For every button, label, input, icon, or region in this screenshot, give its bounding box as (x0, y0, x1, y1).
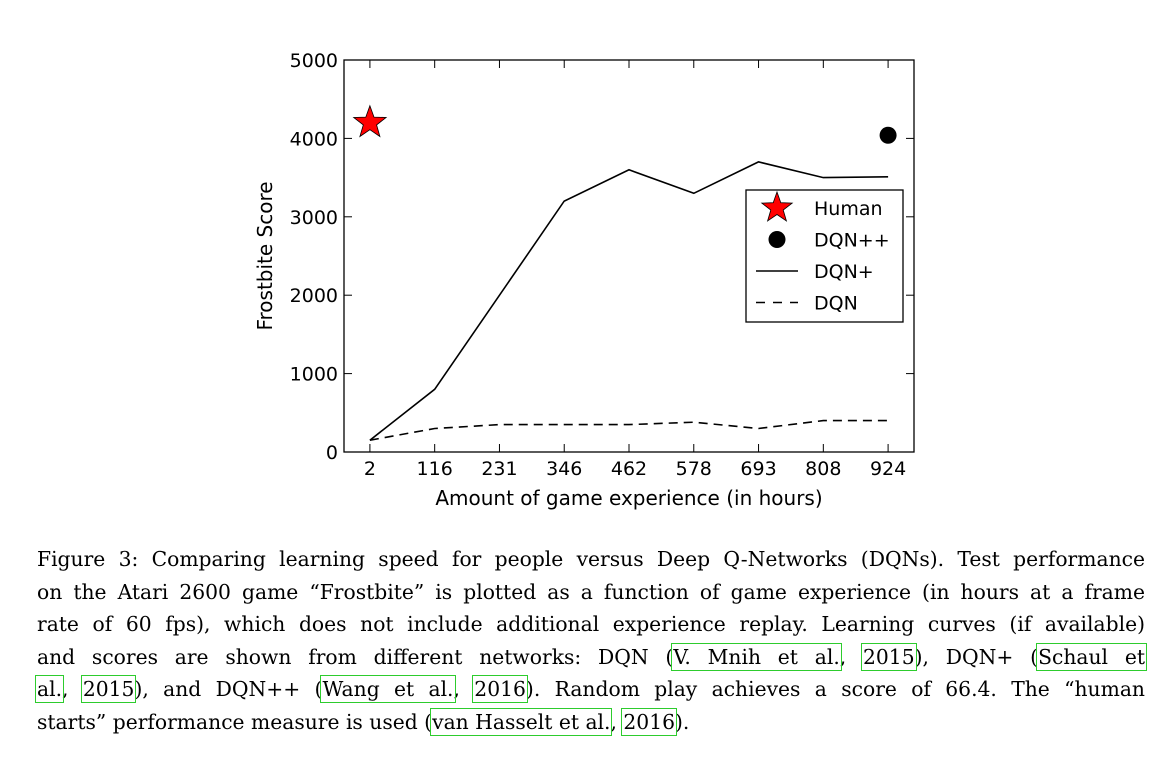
x-tick-label: 346 (546, 458, 582, 480)
caption-text: ), and DQN++ ( (134, 677, 323, 702)
caption-line: and scores are shown from different netw… (37, 641, 1147, 674)
y-tick-label: 2000 (290, 285, 338, 307)
x-tick-label: 2 (364, 458, 376, 480)
caption-text: , (839, 644, 863, 669)
legend: Human DQN++ DQN+ DQN (745, 189, 904, 323)
dqnplusplus-point (879, 126, 897, 144)
y-tick-label: 5000 (290, 50, 338, 72)
caption-line: starts” performance measure is used (van… (37, 706, 1145, 739)
citation-link[interactable]: 2015 (80, 675, 137, 704)
citation-link[interactable]: 2016 (621, 707, 678, 736)
y-tick-label: 3000 (290, 207, 338, 229)
legend-entry: Human (814, 198, 883, 220)
caption-text: on the Atari 2600 game “Frostbite” is pl… (37, 579, 1145, 604)
y-tick-label: 0 (326, 442, 338, 464)
caption-line: Figure 3: Comparing learning speed for p… (37, 543, 1145, 576)
legend-entry: DQN (814, 293, 858, 315)
citation-link[interactable]: Schaul et (1036, 642, 1147, 671)
x-axis-label: Amount of game experience (in hours) (435, 486, 822, 510)
caption-text: , (62, 677, 83, 702)
y-tick-label: 4000 (290, 128, 338, 150)
x-tick-label: 116 (417, 458, 453, 480)
caption-text: , (453, 677, 475, 702)
y-tick-label: 1000 (290, 364, 338, 386)
axis-ticks: 0 1000 2000 3000 4000 5000 2 116 231 346 462 578 693… (290, 50, 914, 480)
caption-line: on the Atari 2600 game “Frostbite” is pl… (37, 576, 1145, 609)
caption-line: rate of 60 fps), which does not include … (37, 608, 1145, 641)
legend-dot-icon (768, 231, 786, 248)
caption-text: ). Random play achieves a score of 66.4.… (525, 677, 1145, 702)
caption-text: Figure 3: Comparing learning speed for p… (37, 547, 1145, 571)
caption-text: starts” performance measure is used ( (37, 709, 433, 734)
series-line-dqnplus (369, 161, 889, 441)
caption-text: and scores are shown from different netw… (37, 644, 674, 669)
caption-text: , (610, 709, 624, 734)
caption-line: al., 2015), and DQN++ (Wang et al., 2016… (34, 673, 1145, 706)
x-tick-label: 693 (740, 458, 776, 480)
chart-marks (352, 104, 897, 441)
y-axis-label: Frostbite Score (253, 181, 277, 330)
series-line-dqn (369, 419, 889, 441)
citation-link[interactable]: V. Mnih et al. (671, 642, 842, 671)
legend-star-icon (760, 190, 794, 222)
x-tick-label: 808 (805, 458, 841, 480)
caption-text: ). (675, 709, 690, 734)
caption-text: rate of 60 fps), which does not include … (37, 612, 1145, 637)
legend-entry: DQN+ (814, 261, 874, 283)
citation-link[interactable]: 2015 (861, 642, 917, 671)
frostbite-chart: 0 1000 2000 3000 4000 5000 2 116 231 346 462 578 693… (253, 50, 915, 510)
citation-link[interactable]: Wang et al. (320, 675, 456, 704)
citation-link[interactable]: 2016 (472, 675, 528, 704)
x-tick-label: 578 (676, 458, 712, 480)
citation-link[interactable]: van Hasselt et al. (430, 707, 613, 736)
figure-caption: Figure 3: Comparing learning speed for p… (34, 543, 1147, 739)
citation-link[interactable]: al. (34, 675, 65, 704)
legend-entry: DQN++ (814, 230, 890, 252)
x-tick-label: 231 (481, 458, 517, 480)
human-star-point (352, 104, 388, 138)
x-tick-label: 462 (611, 458, 647, 480)
x-tick-label: 924 (870, 458, 906, 480)
caption-text: ), DQN+ ( (914, 644, 1039, 669)
